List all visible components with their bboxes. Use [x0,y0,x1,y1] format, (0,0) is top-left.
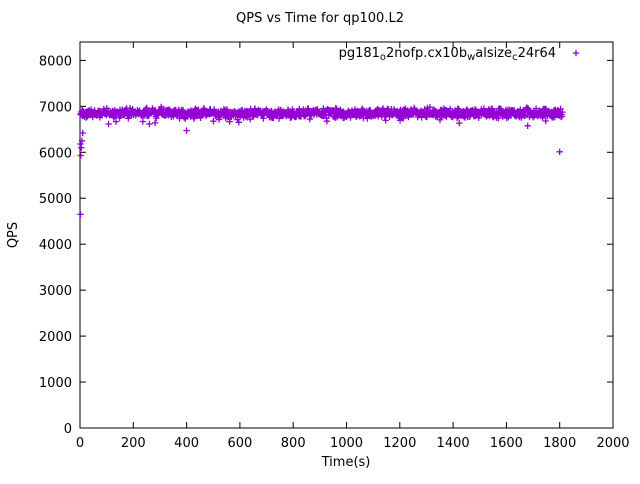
x-tick-label: 0 [76,436,84,451]
scatter-points [77,103,566,218]
legend-key-marker [572,49,580,57]
legend-label: pg181o2nofp.cx10bwalsizec24r64 [339,46,556,63]
legend: pg181o2nofp.cx10bwalsizec24r64 [339,46,580,63]
x-tick-label: 800 [281,436,306,451]
x-tick-label: 600 [227,436,252,451]
y-tick-label: 1000 [39,376,72,391]
y-tick-label: 7000 [39,100,72,115]
y-axis-ticks: 0 1000 2000 3000 4000 5000 6000 7000 8000 [39,54,613,437]
y-tick-label: 5000 [39,192,72,207]
y-tick-label: 0 [64,422,72,437]
chart-title: QPS vs Time for qp100.L2 [236,11,404,26]
x-tick-label: 1600 [490,436,523,451]
x-tick-label: 400 [174,436,199,451]
y-tick-label: 2000 [39,330,72,345]
x-tick-label: 1000 [330,436,363,451]
x-tick-label: 200 [121,436,146,451]
x-tick-label: 1400 [437,436,470,451]
y-axis-label: QPS [6,222,21,248]
x-tick-label: 2000 [596,436,629,451]
y-tick-label: 3000 [39,284,72,299]
x-tick-label: 1200 [383,436,416,451]
x-axis-label: Time(s) [321,455,371,470]
scatter-series [77,103,566,218]
y-tick-label: 8000 [39,54,72,69]
x-axis-ticks: 0 200 400 600 800 1000 1200 1400 1600 1800 2000 [76,42,630,451]
y-tick-label: 4000 [39,238,72,253]
y-tick-label: 6000 [39,146,72,161]
x-tick-label: 1800 [543,436,576,451]
